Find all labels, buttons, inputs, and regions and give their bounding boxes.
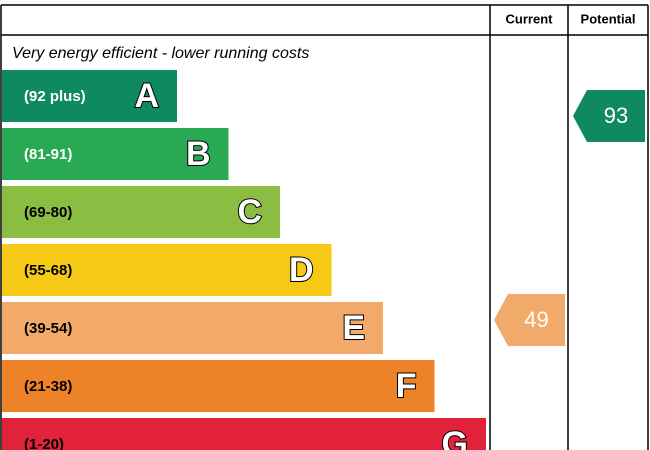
score-arrow [494, 294, 565, 346]
band-letter: B [186, 135, 211, 173]
rating-band [2, 70, 177, 122]
band-letter: A [134, 77, 159, 115]
rating-band [2, 302, 383, 354]
band-range: (39-54) [24, 320, 72, 337]
band-range: (21-38) [24, 378, 72, 395]
band-range: (81-91) [24, 146, 72, 163]
band-range: (1-20) [24, 436, 64, 450]
rating-band [2, 128, 229, 180]
score-value: 49 [524, 307, 548, 332]
rating-band [2, 418, 486, 450]
band-letter: C [237, 193, 262, 231]
column-header: Current [506, 11, 554, 26]
band-letter: E [342, 309, 365, 347]
rating-band [2, 244, 332, 296]
band-range: (55-68) [24, 262, 72, 279]
rating-band [2, 186, 280, 238]
band-range: (69-80) [24, 204, 72, 221]
column-header: Potential [581, 11, 636, 26]
band-range: (92 plus) [24, 88, 86, 105]
efficiency-note: Very energy efficient - lower running co… [12, 45, 309, 62]
score-value: 93 [604, 103, 628, 128]
band-letter: G [442, 425, 468, 450]
score-arrow [573, 90, 645, 142]
band-letter: F [396, 367, 417, 405]
band-letter: D [289, 251, 314, 289]
rating-band [2, 360, 435, 412]
